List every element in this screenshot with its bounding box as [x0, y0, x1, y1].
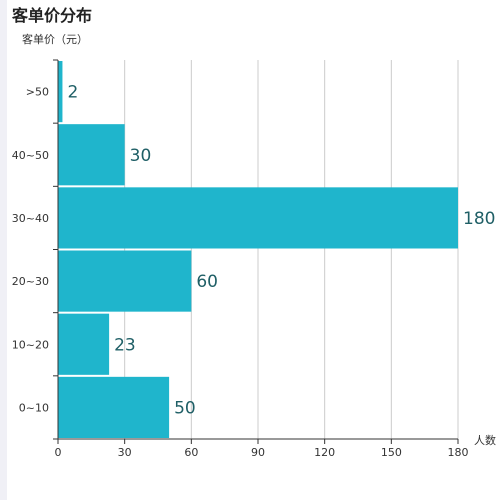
y-tick-label: 0~10 — [19, 401, 49, 414]
bar-30~40 — [58, 187, 458, 249]
y-tick-label: 40~50 — [12, 149, 49, 162]
bar-value-label: 180 — [463, 209, 495, 229]
y-axis-label: 客单价（元） — [22, 33, 88, 46]
x-axis-label: 人数 — [474, 434, 496, 447]
bar-value-label: 30 — [130, 146, 152, 166]
bar-value-label: 2 — [67, 83, 78, 103]
x-tick-label: 90 — [251, 446, 265, 459]
y-tick-label: 30~40 — [12, 212, 49, 225]
bar-value-label: 60 — [196, 272, 218, 292]
x-tick-label: 150 — [381, 446, 402, 459]
x-tick-label: 0 — [55, 446, 62, 459]
bar-value-label: 50 — [174, 398, 196, 418]
y-tick-label: >50 — [26, 86, 49, 99]
y-tick-label: 10~20 — [12, 338, 49, 351]
bar->50 — [58, 61, 63, 123]
bar-0~10 — [58, 376, 170, 438]
x-tick-label: 60 — [184, 446, 198, 459]
bar-40~50 — [58, 124, 125, 186]
x-tick-label: 30 — [118, 446, 132, 459]
left-edge-strip — [0, 0, 7, 500]
chart-title: 客单价分布 — [12, 6, 93, 25]
bar-20~30 — [58, 250, 192, 312]
x-tick-label: 180 — [448, 446, 469, 459]
bar-value-label: 23 — [114, 335, 136, 355]
bar-10~20 — [58, 313, 110, 375]
y-tick-label: 20~30 — [12, 275, 49, 288]
x-tick-label: 120 — [314, 446, 335, 459]
